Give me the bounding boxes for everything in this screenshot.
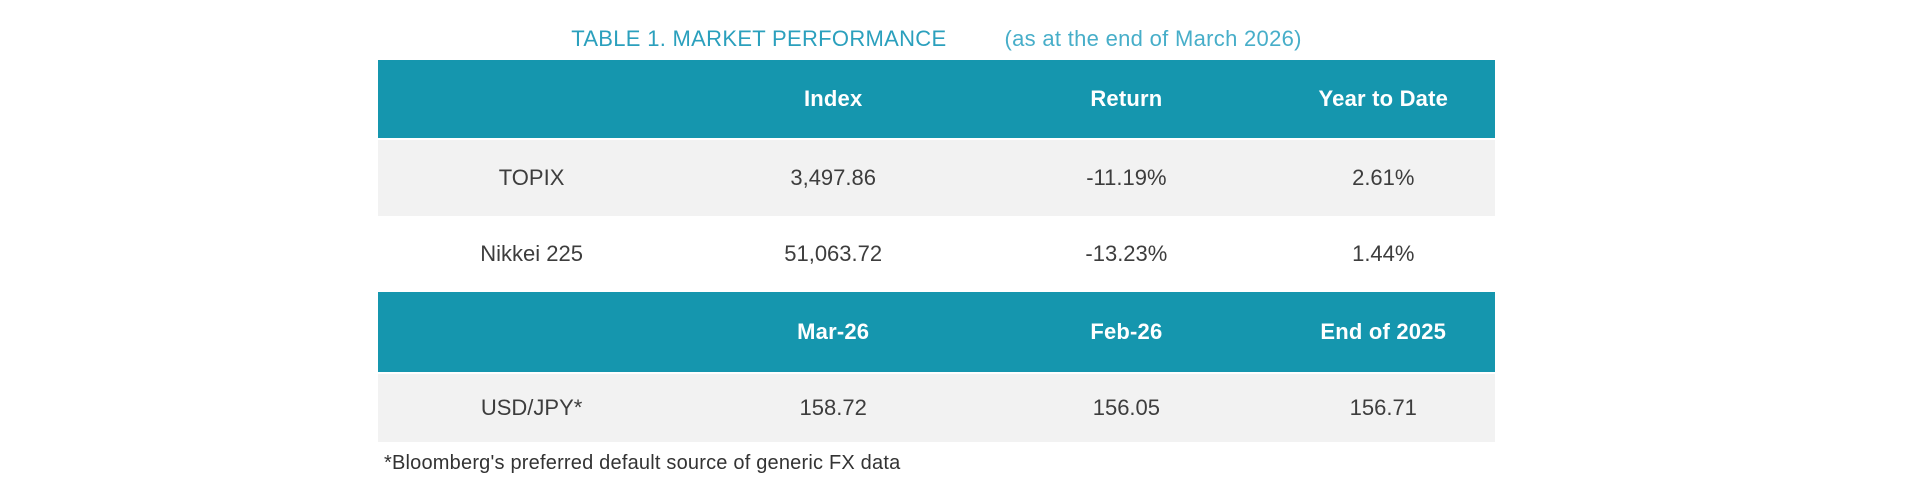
table1-header-index: Index [803, 86, 863, 111]
table-row-topix: TOPIX 3,497.86 -11.19% 2.61% [378, 140, 1495, 216]
topix-return-value: -11.19% [1086, 165, 1167, 190]
nikkei-ytd-value: 1.44% [1352, 241, 1415, 266]
table-row-nikkei: Nikkei 225 51,063.72 -13.23% 1.44% [378, 216, 1495, 292]
table1-header-blank [378, 60, 685, 138]
divider [378, 138, 1495, 140]
table-title-date: (as at the end of March 2026) [1004, 26, 1302, 51]
topix-index-value: 3,497.86 [790, 165, 876, 190]
table2-header-blank [378, 292, 685, 372]
nikkei-label: Nikkei 225 [480, 241, 583, 266]
topix-ytd-value: 2.61% [1352, 165, 1415, 190]
usdjpy-end2025-value: 156.71 [1349, 395, 1417, 420]
usdjpy-mar26-value: 158.72 [799, 395, 867, 420]
table1-header-return: Return [1090, 86, 1163, 111]
topix-label: TOPIX [498, 165, 565, 190]
usdjpy-label: USD/JPY* [480, 395, 583, 420]
table1-header-ytd: Year to Date [1318, 86, 1449, 111]
table2-header-end2025: End of 2025 [1320, 319, 1447, 344]
table2-header-mar26: Mar-26 [797, 319, 870, 344]
table-title: TABLE 1. MARKET PERFORMANCE (as at the e… [378, 26, 1495, 52]
divider [378, 372, 1495, 374]
table-row-usdjpy: USD/JPY* 158.72 156.05 156.71 [378, 374, 1495, 442]
fx-source-footnote: *Bloomberg's preferred default source of… [384, 452, 901, 474]
table1-header-row: Index Return Year to Date [378, 60, 1495, 138]
usdjpy-feb26-value: 156.05 [1092, 395, 1161, 420]
nikkei-index-value: 51,063.72 [784, 241, 883, 266]
nikkei-return-value: -13.23% [1085, 241, 1168, 266]
table2-header-row: Mar-26 Feb-26 End of 2025 [378, 292, 1495, 372]
table-title-main: TABLE 1. MARKET PERFORMANCE [571, 26, 947, 51]
market-performance-table: Index Return Year to Date TOPIX 3,497.86… [378, 60, 1495, 442]
table2-header-feb26: Feb-26 [1090, 319, 1163, 344]
